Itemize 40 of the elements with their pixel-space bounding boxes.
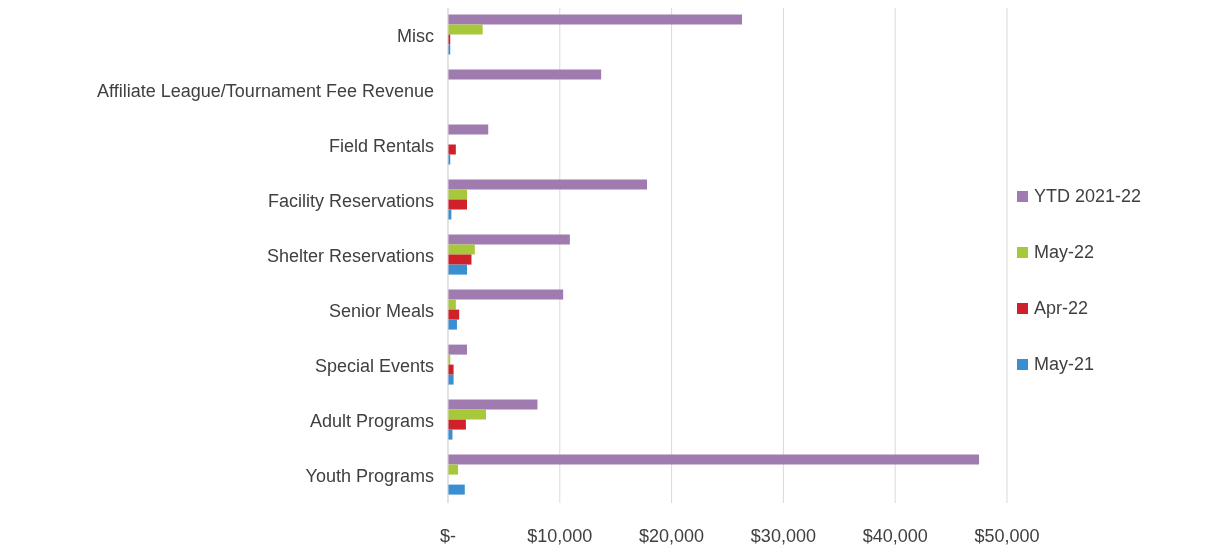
y-tick-label: Facility Reservations — [267, 190, 434, 211]
x-tick-label: $30,000 — [750, 525, 816, 546]
legend-label: Apr-22 — [1034, 298, 1089, 319]
x-tick-label: $- — [439, 525, 457, 546]
y-tick-label: Adult Programs — [309, 410, 434, 431]
bar — [448, 244, 475, 255]
bar — [448, 69, 602, 80]
x-tick-label: $50,000 — [974, 525, 1040, 546]
legend-label: May-21 — [1034, 354, 1095, 375]
y-tick-label: Affiliate League/Tournament Fee Revenue — [97, 80, 434, 101]
bar — [448, 484, 465, 495]
bar — [448, 289, 564, 300]
bar — [448, 319, 457, 330]
legend-label: May-22 — [1034, 242, 1095, 263]
bar — [448, 254, 472, 265]
bar — [448, 234, 570, 245]
bar — [448, 454, 980, 465]
y-tick-label: Special Events — [314, 355, 434, 376]
bar — [448, 299, 456, 310]
bar — [448, 419, 466, 430]
y-tick-label: Shelter Reservations — [266, 245, 434, 266]
y-tick-label: Senior Meals — [328, 300, 434, 321]
bar — [448, 14, 743, 25]
y-tick-label: Misc — [397, 25, 434, 46]
y-tick-label: Youth Programs — [305, 465, 434, 486]
bar — [448, 399, 538, 410]
x-tick-label: $10,000 — [527, 525, 593, 546]
bar — [448, 409, 487, 420]
bar — [448, 189, 468, 200]
legend-label: YTD 2021-22 — [1034, 186, 1142, 207]
x-tick-label: $20,000 — [639, 525, 705, 546]
x-tick-label: $40,000 — [862, 525, 928, 546]
bar — [448, 24, 483, 35]
bar — [448, 344, 468, 355]
bar — [448, 179, 647, 190]
bar — [448, 199, 468, 210]
y-tick-label: Field Rentals — [328, 135, 434, 156]
bar — [448, 124, 489, 135]
bar — [448, 264, 468, 275]
bar — [448, 144, 456, 155]
